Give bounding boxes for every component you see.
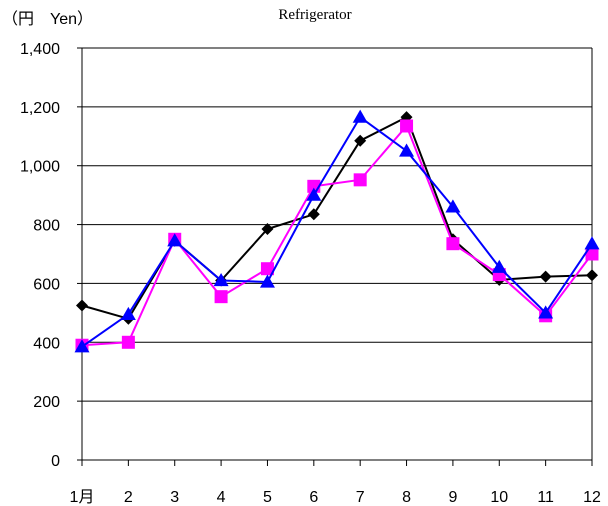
data-point-triangle bbox=[491, 259, 507, 273]
y-tick-label: 400 bbox=[33, 335, 60, 352]
x-tick-label: 12 bbox=[583, 489, 601, 506]
data-point-square bbox=[214, 290, 228, 304]
data-point-square bbox=[400, 119, 414, 133]
series-line bbox=[81, 115, 593, 348]
x-tick-label: 10 bbox=[490, 489, 508, 506]
data-point-square bbox=[121, 335, 135, 349]
data-point-triangle bbox=[445, 199, 461, 213]
data-point-triangle bbox=[306, 187, 322, 201]
series-line bbox=[81, 124, 593, 347]
data-point-diamond bbox=[307, 208, 320, 221]
y-tick-label: 600 bbox=[33, 276, 60, 293]
data-point-triangle bbox=[213, 272, 229, 287]
data-point-square bbox=[353, 173, 367, 187]
axes bbox=[77, 47, 593, 466]
data-point-diamond bbox=[539, 270, 552, 283]
data-point-triangle bbox=[584, 236, 600, 250]
x-tick-label: 6 bbox=[309, 489, 318, 506]
y-tick-label: 1,200 bbox=[20, 100, 60, 117]
data-point-triangle bbox=[259, 274, 275, 288]
data-point-square bbox=[585, 247, 599, 261]
data-point-diamond bbox=[76, 299, 88, 312]
data-point-triangle bbox=[74, 339, 90, 353]
x-tick-label: 3 bbox=[170, 489, 179, 506]
gridlines bbox=[82, 47, 592, 402]
data-point-triangle bbox=[399, 143, 415, 157]
x-tick-label: 5 bbox=[263, 489, 272, 506]
data-point-diamond bbox=[586, 269, 598, 282]
y-tick-label: 1,000 bbox=[20, 159, 60, 176]
x-tick-labels: 1月 2 3 4 5 6 7 8 9 10 11 12 bbox=[70, 489, 601, 506]
series-3 bbox=[74, 109, 600, 353]
y-axis-unit-label: （円 Yen） bbox=[2, 10, 93, 28]
y-tick-labels: 0 200 400 600 800 1,000 1,200 1,400 bbox=[20, 41, 60, 470]
data-point-square bbox=[260, 262, 274, 276]
data-point-square bbox=[446, 237, 460, 251]
data-point-diamond bbox=[354, 134, 367, 147]
series-2 bbox=[75, 119, 599, 352]
x-tick-label: 9 bbox=[448, 489, 457, 506]
data-point-triangle bbox=[167, 233, 183, 247]
x-tick-label: 2 bbox=[124, 489, 133, 506]
chart-title: Refrigerator bbox=[278, 7, 351, 23]
y-tick-label: 200 bbox=[33, 394, 60, 411]
data-point-triangle bbox=[120, 306, 136, 320]
y-tick-label: 0 bbox=[51, 453, 60, 470]
x-tick-label: 4 bbox=[217, 489, 226, 506]
x-tick-label: 8 bbox=[402, 489, 411, 506]
data-point-triangle bbox=[538, 305, 554, 319]
y-tick-label: 800 bbox=[33, 218, 60, 235]
data-series bbox=[74, 109, 600, 353]
x-tick-label: 7 bbox=[356, 489, 365, 506]
data-point-triangle bbox=[352, 109, 368, 123]
y-tick-label: 1,400 bbox=[20, 41, 60, 58]
x-tick-label: 1月 bbox=[70, 489, 95, 506]
data-point-diamond bbox=[261, 222, 274, 235]
x-tick-label: 11 bbox=[537, 489, 554, 506]
